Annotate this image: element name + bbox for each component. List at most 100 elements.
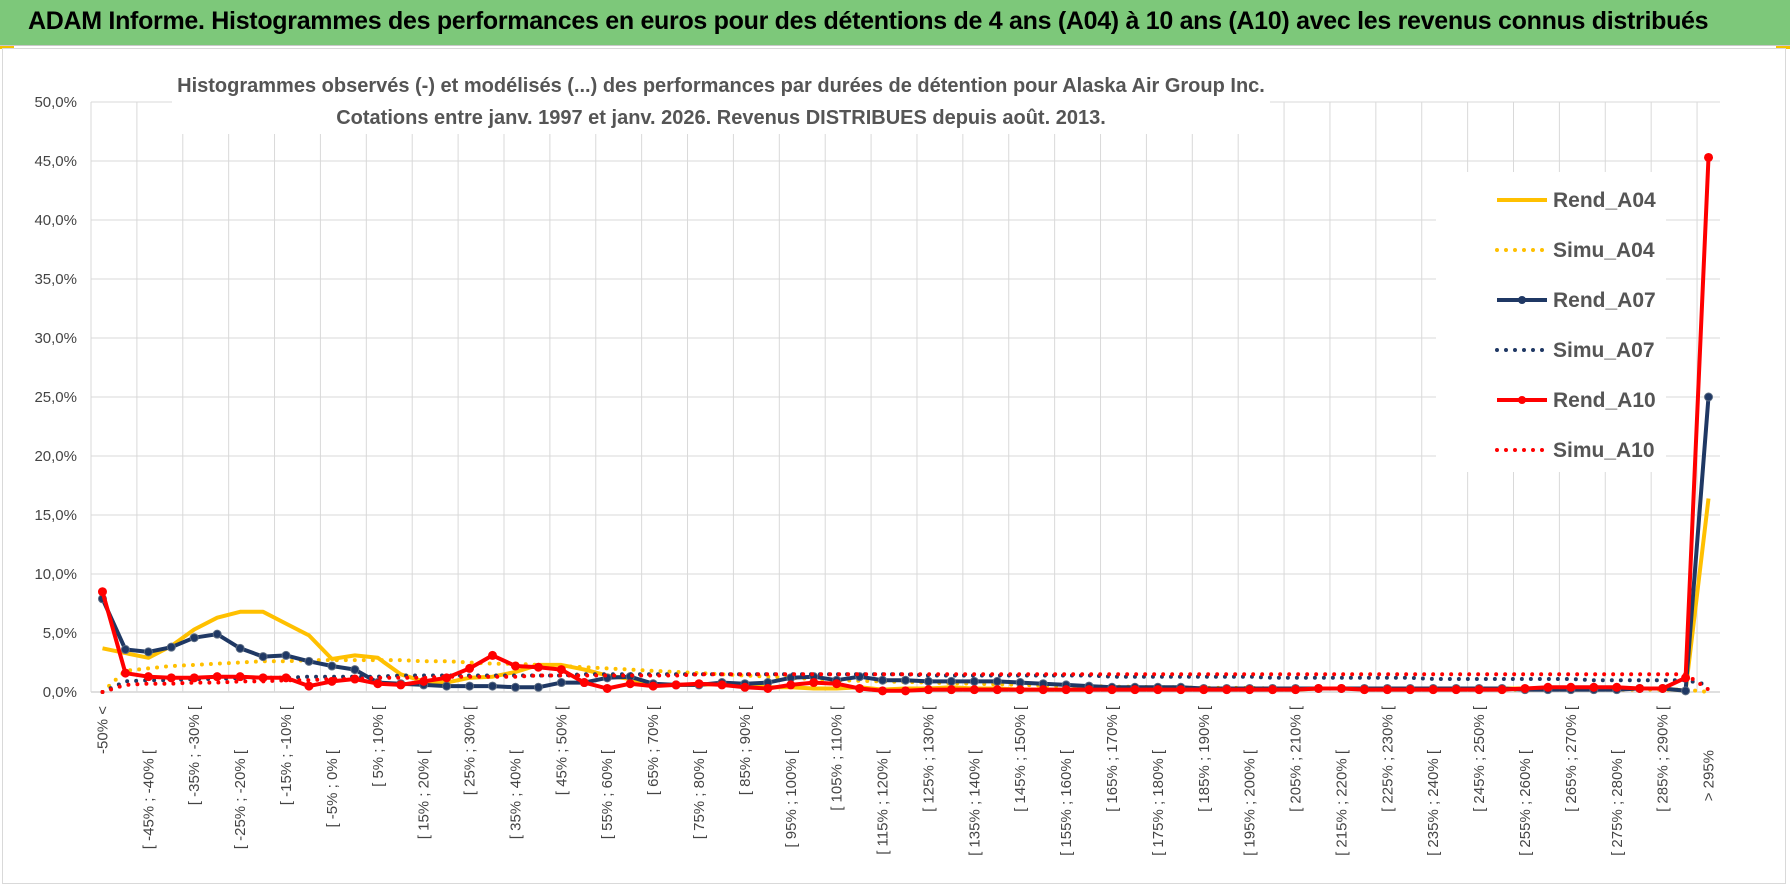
data-point [579, 678, 589, 688]
legend-label: Simu_A10 [1553, 439, 1655, 462]
x-tick-label: [ 275% ; 280% [ [1609, 749, 1626, 856]
data-point [465, 663, 475, 673]
data-point [946, 676, 956, 686]
chart-title: Histogrammes observés (-) et modélisés (… [177, 75, 1265, 97]
data-point [1405, 685, 1415, 695]
x-tick-label: -50% < [94, 706, 111, 754]
data-point [281, 650, 291, 660]
y-tick-label: 20,0% [34, 448, 77, 465]
legend-background [1436, 172, 1666, 472]
y-tick-label: 35,0% [34, 271, 77, 288]
data-point [556, 678, 566, 688]
data-point [1704, 152, 1714, 162]
data-point [304, 656, 314, 666]
data-point [488, 681, 498, 691]
data-point [1336, 683, 1346, 693]
data-point [373, 679, 383, 689]
grid-lines [90, 101, 1720, 693]
y-tick-label: 50,0% [34, 94, 77, 111]
legend-label: Rend_A10 [1553, 389, 1656, 412]
x-tick-label: [ 95% ; 100% [ [783, 749, 800, 847]
legend-label: Simu_A04 [1553, 239, 1655, 262]
data-point [740, 682, 750, 692]
y-tick-label: 40,0% [34, 212, 77, 229]
x-tick-label: [ 155% ; 160% [ [1058, 749, 1075, 856]
data-point [901, 675, 910, 685]
legend-label: Rend_A07 [1553, 289, 1656, 312]
data-point [1474, 685, 1484, 695]
data-point [878, 675, 888, 685]
data-point [1428, 685, 1438, 695]
x-tick-label: [ -35% ; -30% [ [186, 705, 203, 805]
data-point [166, 673, 176, 683]
chart-frame [2, 48, 1786, 884]
title-background [172, 68, 1270, 134]
data-point [235, 672, 245, 682]
data-point [143, 672, 153, 682]
data-point [878, 686, 888, 696]
data-point [992, 685, 1002, 695]
data-point [1451, 685, 1461, 695]
data-point [992, 676, 1002, 686]
chart-subtitle: Cotations entre janv. 1997 et janv. 2026… [336, 107, 1106, 129]
data-point [1497, 685, 1507, 695]
x-tick-label: [ 205% ; 210% [ [1288, 705, 1305, 812]
data-point [189, 673, 199, 683]
data-point [510, 682, 520, 692]
data-point [396, 680, 406, 690]
data-point [625, 679, 635, 689]
data-point [1176, 685, 1186, 695]
data-point [212, 629, 222, 639]
data-point [1107, 685, 1117, 695]
x-tick-label: [ 185% ; 190% [ [1196, 705, 1213, 812]
legend-marker [1518, 396, 1526, 404]
data-point [143, 647, 153, 657]
data-point [350, 665, 360, 675]
data-point [1015, 685, 1025, 695]
data-point [1313, 683, 1323, 693]
y-tick-label: 15,0% [34, 507, 77, 524]
x-axis: -50% < [ -45% ; -40% [[ -35% ; -30% [[ -2… [94, 705, 1717, 856]
data-point [923, 685, 933, 695]
x-tick-label: [ 15% ; 20% [ [416, 749, 433, 839]
data-point [946, 685, 956, 695]
y-tick-label: 10,0% [34, 566, 77, 583]
data-point [648, 681, 658, 691]
data-point [1704, 392, 1714, 402]
data-point [120, 645, 130, 655]
data-point [809, 678, 819, 688]
x-tick-label: [ 265% ; 270% [ [1563, 705, 1580, 812]
corner-mark-left [0, 46, 14, 49]
x-tick-label: [ -25% ; -20% [ [232, 749, 249, 849]
x-tick-label: [ 165% ; 170% [ [1104, 705, 1121, 812]
data-point [120, 668, 130, 678]
x-tick-label: [ 55% ; 60% [ [599, 749, 616, 839]
data-point [1612, 682, 1622, 692]
x-tick-label: [ 225% ; 230% [ [1379, 705, 1396, 812]
y-tick-label: 30,0% [34, 330, 77, 347]
data-point [763, 683, 773, 693]
y-tick-label: 0,0% [43, 684, 77, 701]
x-tick-label: [ 175% ; 180% [ [1150, 749, 1167, 856]
x-tick-label: [ 35% ; 40% [ [507, 749, 524, 839]
data-point [1566, 682, 1576, 692]
data-point [281, 673, 291, 683]
data-point [488, 650, 498, 660]
legend-label: Simu_A07 [1553, 339, 1655, 362]
data-point [855, 683, 865, 693]
data-point [1245, 685, 1255, 695]
data-point [1199, 685, 1209, 695]
data-point [786, 680, 796, 690]
data-point [1130, 685, 1140, 695]
x-tick-label: [ 235% ; 240% [ [1425, 749, 1442, 856]
legend-label: Rend_A04 [1553, 189, 1656, 212]
data-point [832, 679, 842, 689]
data-point [1291, 685, 1301, 695]
legend: Rend_A04 Simu_A04 Rend_A07 Simu_A07 Rend_A10… [1436, 172, 1666, 472]
data-point [235, 643, 245, 653]
x-tick-label: [ 125% ; 130% [ [920, 705, 937, 812]
data-point [694, 679, 704, 689]
x-tick-label: [ 25% ; 30% [ [462, 705, 479, 795]
data-point [1084, 685, 1094, 695]
